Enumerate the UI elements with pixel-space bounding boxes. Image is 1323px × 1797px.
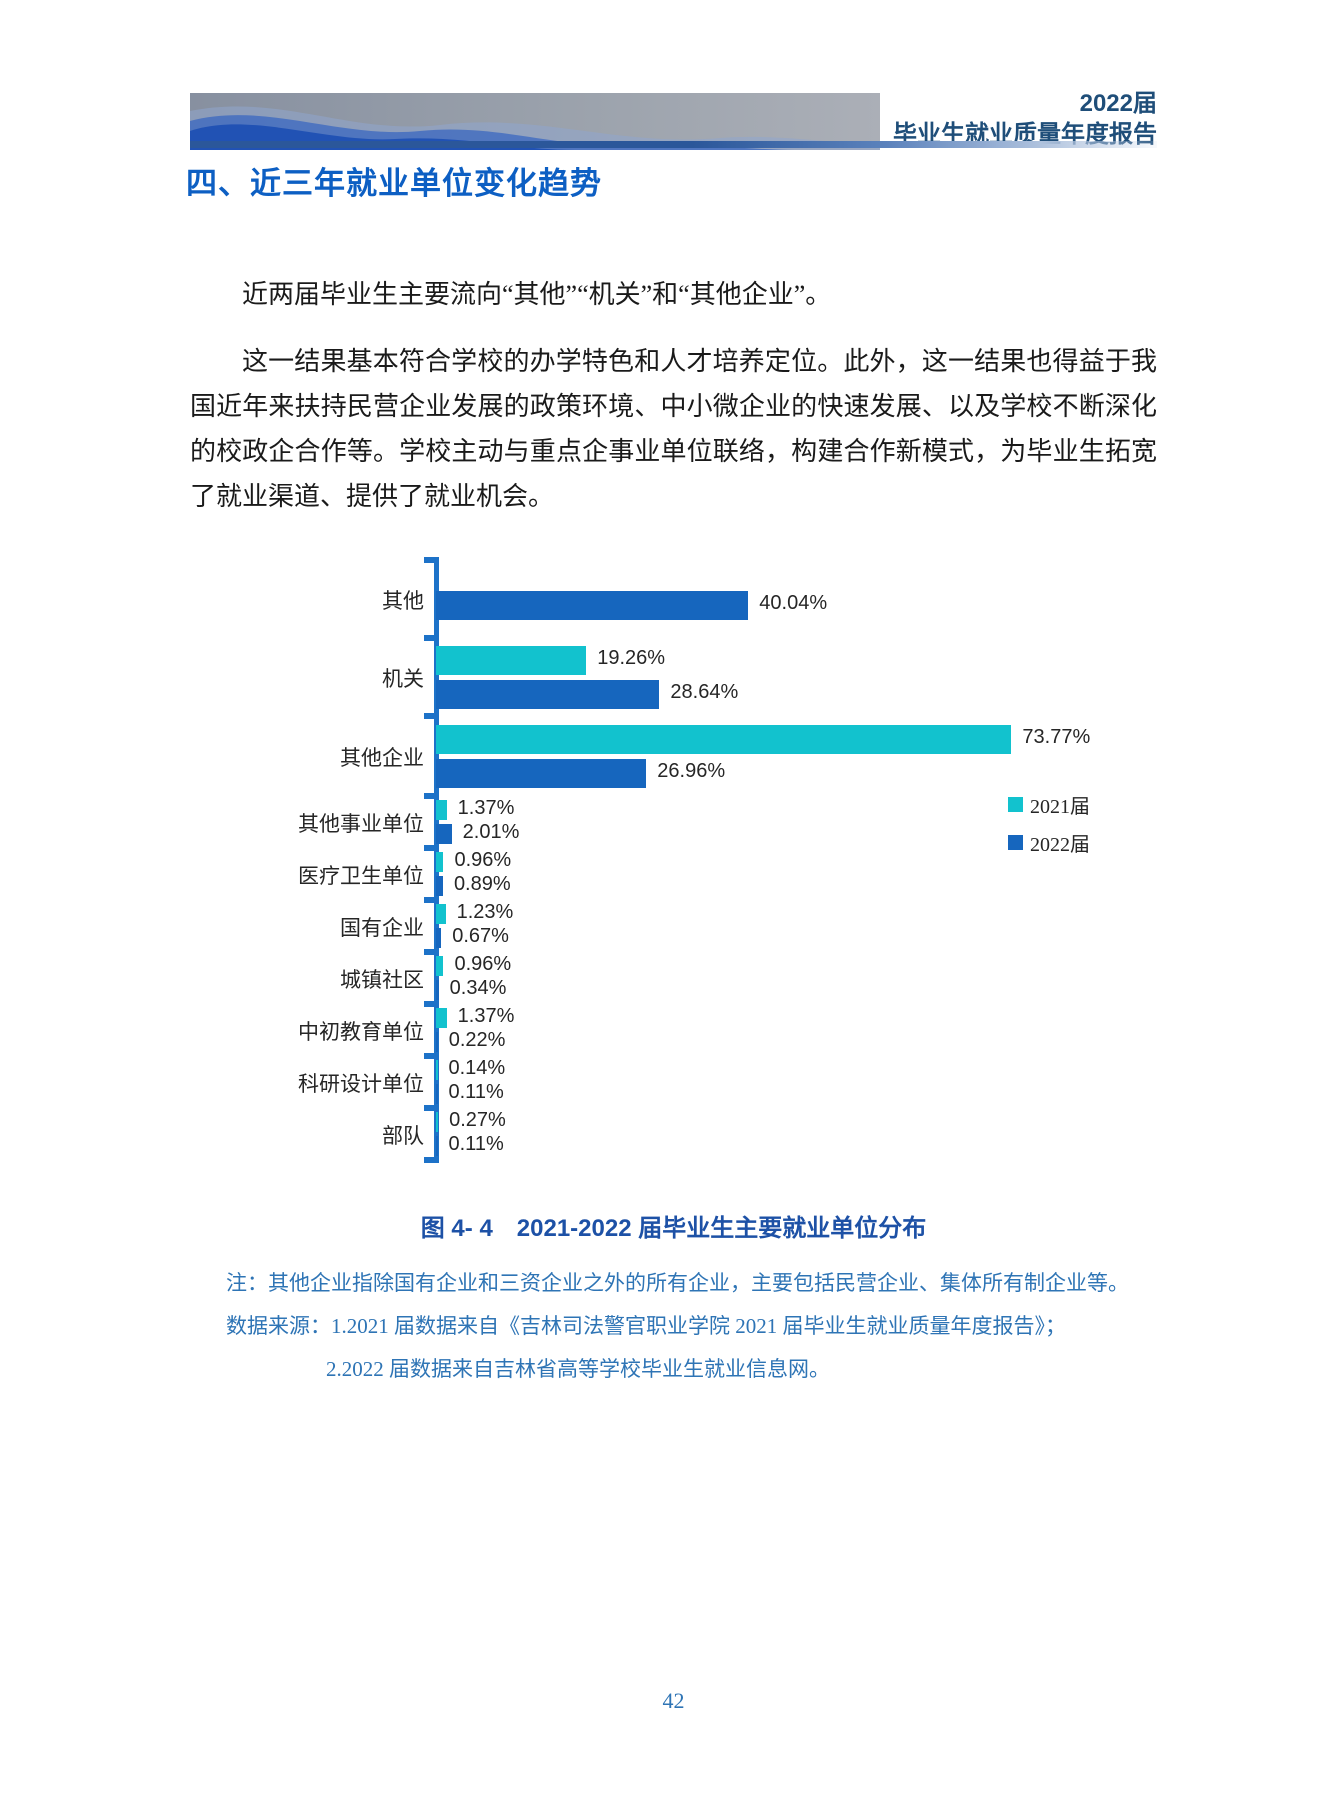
value-label: 0.96% [454, 953, 512, 975]
chart-axis-tick [424, 845, 436, 851]
section-title: 四、近三年就业单位变化趋势 [186, 166, 602, 201]
legend-item-2022届: 2022届 [1008, 828, 1090, 857]
value-label: 0.11% [448, 1081, 504, 1103]
chart-axis-tick [424, 713, 436, 719]
bar-2022届 [436, 1084, 438, 1104]
category-label: 其他企业 [340, 746, 424, 770]
category-label: 城镇社区 [340, 968, 424, 992]
chart-axis-tick [424, 1157, 436, 1163]
chart-axis-tick [424, 1053, 436, 1059]
header-divider [190, 141, 1157, 148]
bar-2022届 [436, 876, 443, 896]
value-label: 19.26% [597, 647, 666, 669]
value-label: 0.67% [452, 925, 509, 947]
legend-item-2021届: 2021届 [1008, 790, 1090, 819]
chart-axis-tick [424, 949, 436, 955]
bar-2021届 [436, 724, 1012, 754]
chart-axis-tick [424, 1001, 436, 1007]
value-label: 0.22% [448, 1029, 506, 1051]
value-label: 0.89% [453, 873, 511, 895]
category-label: 科研设计单位 [298, 1072, 424, 1096]
chart-axis-line [434, 557, 439, 1163]
bar-2022届 [436, 1032, 438, 1052]
bar-2022届 [436, 679, 660, 709]
category-label: 部队 [382, 1124, 424, 1148]
category-label: 机关 [382, 667, 424, 691]
value-label: 1.37% [457, 797, 515, 819]
value-label: 2.01% [462, 821, 520, 843]
figure-notes: 注：其他企业指除国有企业和三资企业之外的所有企业，主要包括民营企业、集体所有制企… [226, 1262, 1166, 1391]
bar-2022届 [436, 980, 439, 1000]
legend-label: 2022届 [1030, 834, 1090, 856]
value-label: 1.23% [456, 901, 514, 923]
bar-2021届 [436, 1008, 447, 1028]
legend-label: 2021届 [1030, 796, 1090, 818]
bar-2021届 [436, 904, 446, 924]
chart-axis-tick [424, 635, 436, 641]
chart-axis-tick [424, 793, 436, 799]
value-label: 1.37% [457, 1005, 515, 1027]
note-line-1: 注：其他企业指除国有企业和三资企业之外的所有企业，主要包括民营企业、集体所有制企… [226, 1271, 1129, 1295]
value-label: 40.04% [759, 592, 828, 614]
note-line-3: 2.2022 届数据来自吉林省高等学校毕业生就业信息网。 [326, 1357, 830, 1381]
value-label: 0.14% [448, 1057, 506, 1079]
chart-axis-tick [424, 897, 436, 903]
value-label: 73.77% [1022, 726, 1091, 748]
legend-swatch-2021届 [1008, 797, 1023, 812]
body-paragraph-2: 这一结果基本符合学校的办学特色和人才培养定位。此外，这一结果也得益于我国近年来扶… [190, 347, 1157, 511]
value-label: 26.96% [657, 760, 726, 782]
legend-swatch-2022届 [1008, 835, 1023, 850]
chart-axis-tick [424, 557, 436, 563]
figure-caption: 图 4- 4 2021-2022 届毕业生主要就业单位分布 [420, 1215, 927, 1242]
bar-2021届 [436, 956, 444, 976]
category-label: 中初教育单位 [298, 1020, 424, 1044]
category-label: 其他事业单位 [298, 812, 424, 836]
bar-2021届 [436, 1060, 438, 1080]
value-label: 0.34% [449, 977, 507, 999]
page-number: 42 [662, 1688, 685, 1713]
bar-2022届 [436, 824, 452, 844]
body-paragraph-1: 近两届毕业生主要流向“其他”“机关”和“其他企业”。 [242, 280, 832, 309]
category-label: 其他 [382, 589, 424, 613]
category-label: 国有企业 [340, 916, 424, 940]
bar-2021届 [436, 800, 447, 820]
bar-2021届 [436, 852, 444, 872]
bar-2022届 [436, 590, 749, 620]
bar-2022届 [436, 928, 442, 948]
category-label: 医疗卫生单位 [298, 864, 424, 888]
bar-2022届 [436, 1136, 438, 1156]
value-label: 0.96% [454, 849, 512, 871]
bar-2022届 [436, 758, 647, 788]
header-year: 2022届 [1079, 90, 1157, 117]
bar-2021届 [436, 645, 587, 675]
value-label: 0.11% [448, 1133, 504, 1155]
note-line-2: 数据来源：1.2021 届数据来自《吉林司法警官职业学院 2021 届毕业生就业… [226, 1314, 1066, 1338]
value-label: 28.64% [670, 681, 739, 703]
bar-2021届 [436, 1112, 439, 1132]
chart-axis-tick [424, 1105, 436, 1111]
value-label: 0.27% [449, 1109, 506, 1131]
